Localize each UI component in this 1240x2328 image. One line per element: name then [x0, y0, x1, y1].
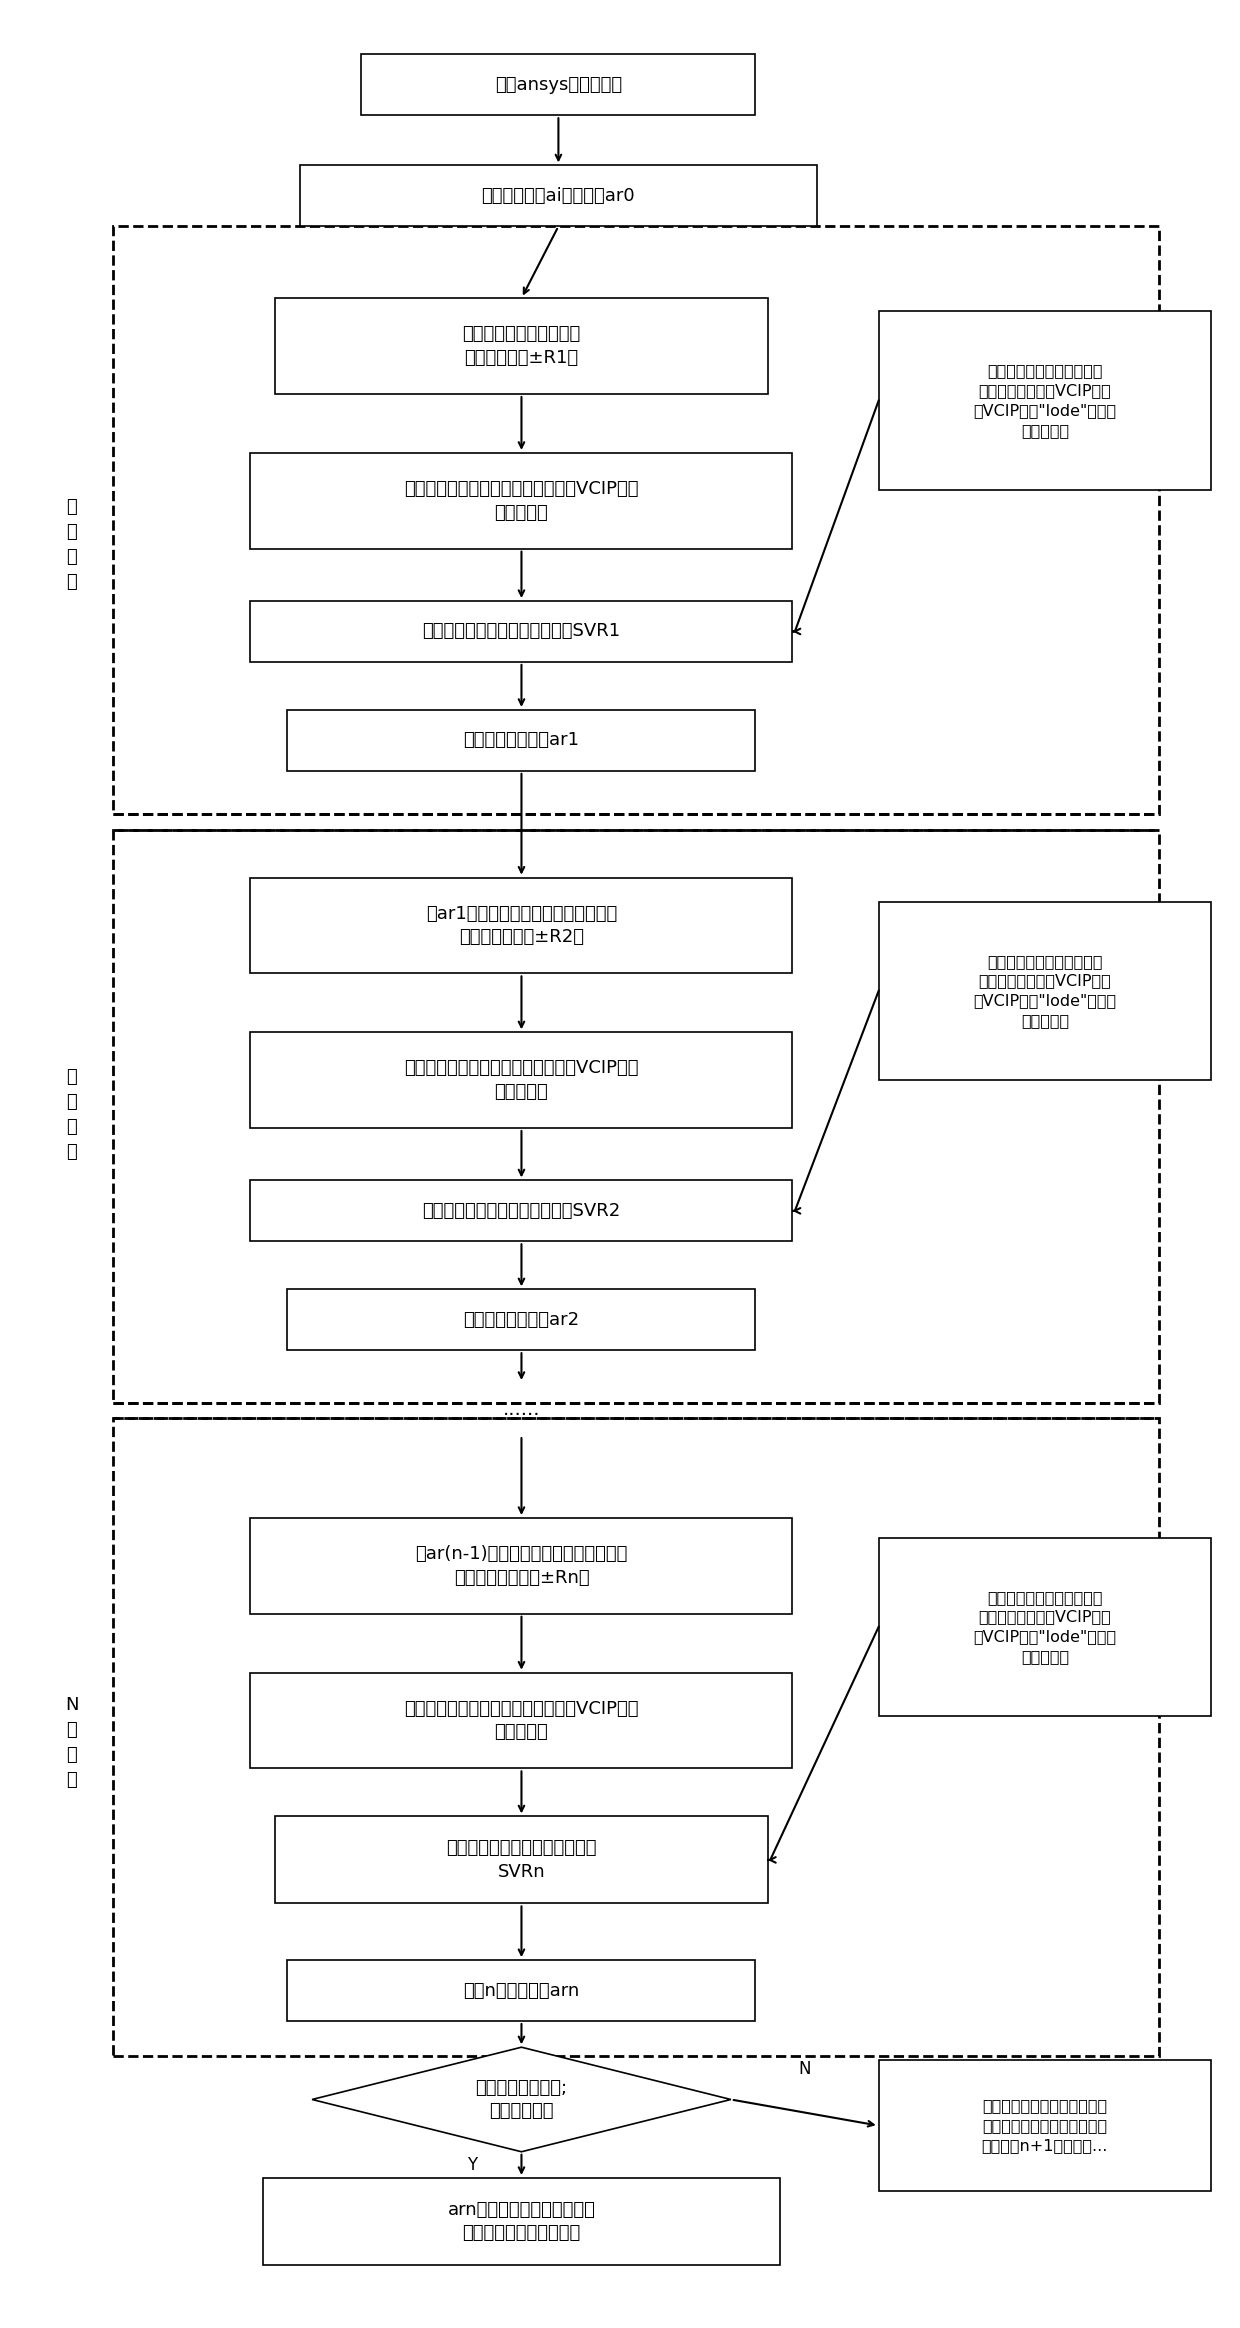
FancyBboxPatch shape — [263, 2179, 780, 2265]
FancyBboxPatch shape — [250, 1672, 792, 1769]
Text: 将实测模态信息输入到参数
组合界面内，计算VCIP，并
将VCIP参数"lode"到改进
后的界面。: 将实测模态信息输入到参数 组合界面内，计算VCIP，并 将VCIP参数"lode… — [973, 954, 1116, 1029]
FancyBboxPatch shape — [250, 878, 792, 973]
Text: 获得初次修正后的ar1: 获得初次修正后的ar1 — [464, 731, 579, 750]
Text: arn为最终修正后物理参数，
对应结构响应为预测响应: arn为最终修正后物理参数， 对应结构响应为预测响应 — [448, 2200, 595, 2242]
Text: 对于收敛的物理参数不再进行
修正，只针对不收敛的物理参
数进行（n+1）次修正...: 对于收敛的物理参数不再进行 修正，只针对不收敛的物理参 数进行（n+1）次修正.… — [982, 2098, 1109, 2153]
Text: 预估修正参数的取值范围
（初次修正，±R1）: 预估修正参数的取值范围 （初次修正，±R1） — [463, 326, 580, 368]
FancyBboxPatch shape — [250, 1031, 792, 1129]
FancyBboxPatch shape — [288, 710, 755, 771]
FancyBboxPatch shape — [879, 901, 1211, 1080]
Text: 以ar1为二次修正中心值，缩小修正范
围（二次修正，±R2）: 以ar1为二次修正中心值，缩小修正范 围（二次修正，±R2） — [425, 906, 618, 945]
FancyBboxPatch shape — [288, 1960, 755, 2021]
Text: 设置参数，训练支持向量回归机SVR1: 设置参数，训练支持向量回归机SVR1 — [423, 622, 620, 640]
Text: N: N — [799, 2060, 811, 2077]
FancyBboxPatch shape — [361, 54, 755, 116]
Text: 获得n次修正后的arn: 获得n次修正后的arn — [464, 1981, 579, 2000]
FancyBboxPatch shape — [879, 312, 1211, 489]
Text: 数值计算，构造样本，计算输入参数VCIP及对
应输出参数: 数值计算，构造样本，计算输入参数VCIP及对 应输出参数 — [404, 1699, 639, 1741]
FancyBboxPatch shape — [879, 2060, 1211, 2191]
Text: 以ar(n-1)为二次修正中心值，缩小修正
范围（二次修正，±Rn）: 以ar(n-1)为二次修正中心值，缩小修正 范围（二次修正，±Rn） — [415, 1546, 627, 1588]
Text: 二
次
修
正: 二 次 修 正 — [67, 1069, 77, 1162]
Text: 结构响应评价良好;
物理参数收敛: 结构响应评价良好; 物理参数收敛 — [475, 2079, 568, 2121]
Text: 将实测模态信息输入到参数
组合界面内，计算VCIP，并
将VCIP参数"lode"到改进
后的界面。: 将实测模态信息输入到参数 组合界面内，计算VCIP，并 将VCIP参数"lode… — [973, 1590, 1116, 1665]
Text: 将实测模态信息输入到参数
组合界面内，计算VCIP，并
将VCIP参数"lode"到改进
后的界面。: 将实测模态信息输入到参数 组合界面内，计算VCIP，并 将VCIP参数"lode… — [973, 363, 1116, 438]
Text: 数值计算，构造样本，计算输入参数VCIP及对
应输出参数: 数值计算，构造样本，计算输入参数VCIP及对 应输出参数 — [404, 480, 639, 521]
FancyBboxPatch shape — [275, 1816, 768, 1904]
Text: 获得二次修正后的ar2: 获得二次修正后的ar2 — [464, 1311, 579, 1329]
FancyBboxPatch shape — [300, 165, 817, 226]
FancyBboxPatch shape — [250, 1518, 792, 1613]
Text: 初
始
修
正: 初 始 修 正 — [67, 498, 77, 591]
FancyBboxPatch shape — [288, 1290, 755, 1350]
Text: N
次
修
正: N 次 修 正 — [66, 1695, 78, 1788]
Text: ......: ...... — [502, 1399, 541, 1418]
Text: 建立ansys精细化模型: 建立ansys精细化模型 — [495, 77, 622, 93]
FancyBboxPatch shape — [879, 1536, 1211, 1716]
FancyBboxPatch shape — [275, 298, 768, 393]
Text: 数值计算，构造样本，计算输入参数VCIP及对
应输出参数: 数值计算，构造样本，计算输入参数VCIP及对 应输出参数 — [404, 1059, 639, 1101]
FancyBboxPatch shape — [250, 454, 792, 549]
Polygon shape — [312, 2046, 730, 2151]
Text: 设置参数，训练支持向量回归机
SVRn: 设置参数，训练支持向量回归机 SVRn — [446, 1839, 596, 1881]
Text: 确定修正参数ai的基准值ar0: 确定修正参数ai的基准值ar0 — [481, 186, 635, 205]
Text: 设置参数，训练支持向量回归机SVR2: 设置参数，训练支持向量回归机SVR2 — [423, 1201, 620, 1220]
Text: Y: Y — [467, 2156, 477, 2174]
FancyBboxPatch shape — [250, 1180, 792, 1241]
FancyBboxPatch shape — [250, 601, 792, 661]
